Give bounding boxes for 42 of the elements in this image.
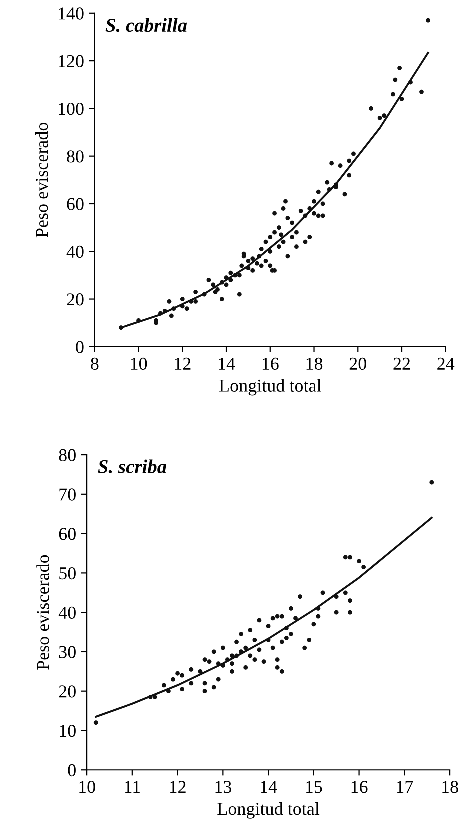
x-tick-label: 24 <box>438 358 455 370</box>
y-tick-label: 60 <box>59 528 76 540</box>
y-tick-label: 100 <box>59 102 84 116</box>
x-tick-label: 16 <box>262 358 279 370</box>
x-tick-label: 12 <box>175 358 191 370</box>
y-tick-label: 60 <box>67 198 84 210</box>
y-tick-label: 40 <box>58 606 76 620</box>
y-tick-label: 0 <box>68 764 76 777</box>
x-tick-label: 20 <box>350 358 366 370</box>
x-tick-label: 18 <box>442 781 458 794</box>
x-axis-title: Longitud total <box>218 802 320 819</box>
y-tick-label: 10 <box>60 724 76 738</box>
x-tick-label: 14 <box>219 358 236 370</box>
y-tick-label: 0 <box>76 341 84 354</box>
y-tick-label: 80 <box>67 150 84 163</box>
y-tick-label: 20 <box>59 686 76 698</box>
y-tick-label: 120 <box>59 55 84 68</box>
y-axis-title: Peso eviscerado <box>35 122 48 238</box>
x-tick-label: 11 <box>125 781 140 794</box>
y-tick-label: 30 <box>59 646 76 658</box>
y-tick-label: 50 <box>60 567 76 580</box>
y-tick-label: 140 <box>59 8 84 20</box>
y-tick-label: 40 <box>66 246 84 258</box>
x-tick-label: 17 <box>397 781 414 794</box>
x-tick-label: 8 <box>91 358 99 370</box>
x-tick-label: 10 <box>80 781 96 794</box>
x-tick-label: 16 <box>352 781 368 794</box>
x-tick-label: 13 <box>216 781 232 794</box>
x-tick-label: 18 <box>306 358 323 370</box>
x-axis-title: Longitud total <box>220 379 322 396</box>
chart-title: S. scriba <box>98 460 167 474</box>
x-tick-label: 15 <box>306 781 322 794</box>
y-tick-label: 70 <box>60 488 76 501</box>
x-tick-label: 12 <box>170 781 186 794</box>
x-tick-label: 14 <box>261 781 278 794</box>
x-tick-label: 22 <box>394 358 410 370</box>
chart-title: S. cabrilla <box>106 18 188 32</box>
y-tick-label: 20 <box>67 294 84 306</box>
y-tick-label: 80 <box>59 449 76 462</box>
y-axis-title: Peso eviscerado <box>36 555 50 670</box>
x-tick-label: 10 <box>131 358 148 370</box>
line-series <box>95 517 433 718</box>
